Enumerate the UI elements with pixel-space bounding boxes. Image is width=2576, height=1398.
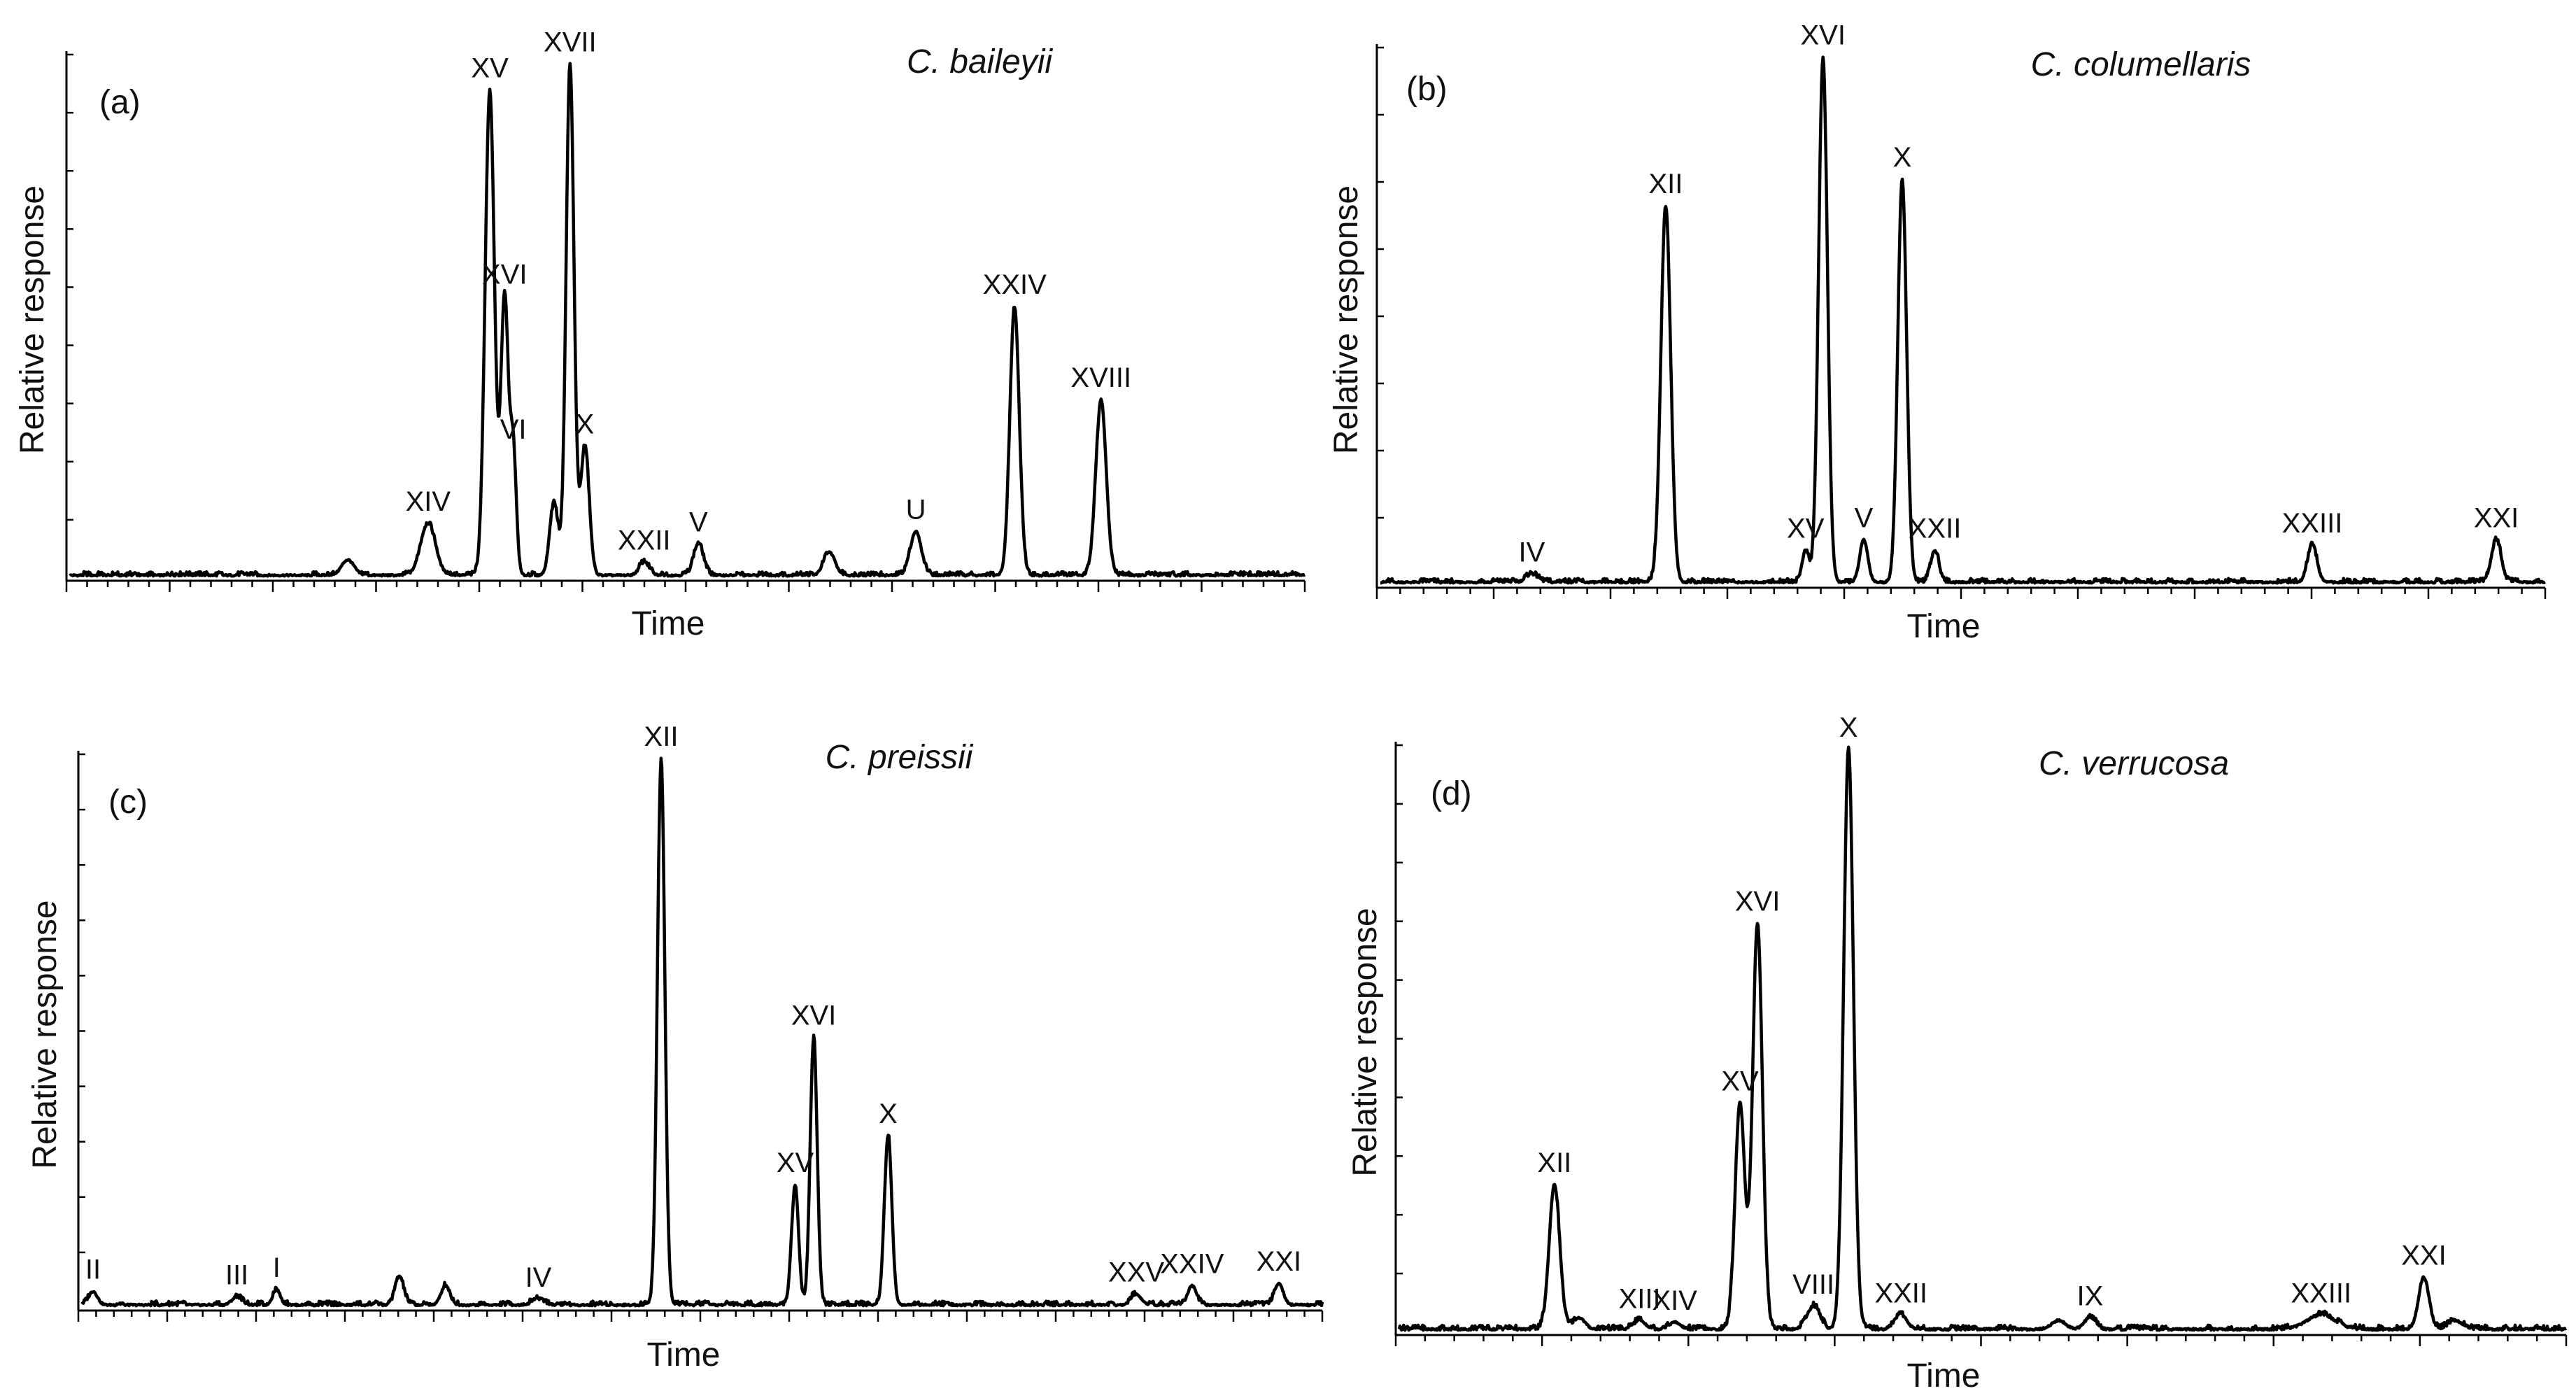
peak-label: XXII: [618, 525, 671, 556]
peak-label: XXII: [1909, 514, 1962, 544]
chromatogram-trace: [1379, 55, 2547, 585]
species-title: C. verrucosa: [2039, 745, 2229, 782]
peak-label: XIII: [1619, 1284, 1661, 1315]
peak-label: IX: [2077, 1280, 2104, 1311]
peak-label: XVIII: [1070, 362, 1131, 393]
peak-label: XVI: [791, 1000, 836, 1031]
x-axis-title: Time: [647, 1336, 721, 1374]
peak-label: XV: [777, 1148, 814, 1178]
peak-label: X: [1839, 712, 1858, 743]
peak-label: XVII: [544, 27, 597, 57]
peak-label: XXI: [1257, 1246, 1301, 1277]
peak-label: IV: [1519, 537, 1545, 568]
peak-label: II: [85, 1254, 101, 1285]
panel-letter: (c): [108, 784, 148, 821]
peak-label: XVI: [1735, 887, 1780, 917]
peak-label: XV: [1721, 1066, 1759, 1097]
peak-label: X: [1893, 142, 1912, 173]
peak-label: XXIII: [2282, 508, 2343, 539]
peak-label: XVI: [1800, 20, 1845, 51]
chromatogram-trace: [69, 62, 1306, 578]
x-axis-title: Time: [632, 605, 705, 642]
species-title: C. baileyii: [907, 43, 1053, 80]
panel-letter: (d): [1431, 775, 1472, 812]
y-axis-title: Relative response: [27, 900, 64, 1168]
peak-label: IV: [525, 1262, 552, 1293]
peak-label: V: [689, 507, 708, 538]
peak-label: XIV: [1652, 1285, 1697, 1316]
y-axis-title: Relative response: [14, 185, 51, 454]
species-title: C. preissii: [826, 739, 974, 776]
chromatogram-trace: [1397, 745, 2568, 1332]
y-axis-title: Relative response: [1347, 908, 1384, 1176]
panel-letter: (a): [99, 84, 141, 121]
peak-label: XV: [471, 52, 509, 83]
peak-label: XII: [1537, 1148, 1571, 1178]
panel-b: IV XII XV XVI V X XXII XXIII XXI (b) C. columellar…: [1328, 20, 2547, 645]
species-title: C. columellaris: [2031, 46, 2251, 83]
peak-label: X: [879, 1099, 898, 1129]
peak-label: XII: [644, 721, 679, 752]
peak-label: XXII: [1874, 1278, 1927, 1308]
peak-label: III: [225, 1259, 248, 1290]
peak-label: X: [576, 409, 595, 440]
chromatogram-trace: [80, 756, 1324, 1308]
peak-label: XV: [1787, 514, 1825, 544]
x-axis-title: Time: [1907, 1357, 1981, 1395]
peak-label: V: [1855, 502, 1874, 533]
peak-label: XXV: [1108, 1257, 1164, 1287]
peak-label: XXI: [2401, 1240, 2446, 1271]
peak-label: VI: [500, 414, 527, 445]
x-axis-title: Time: [1907, 608, 1981, 645]
peak-label: XIV: [406, 486, 451, 517]
peak-label: I: [273, 1252, 281, 1283]
peak-label: U: [906, 494, 926, 525]
peak-label: XII: [1648, 169, 1683, 199]
panel-a: XIV XV XVI VI XVII X XXII V U XXIV XVIII (a) C. bail…: [14, 27, 1306, 642]
peak-label: XXI: [2474, 502, 2519, 533]
peak-label: XXIV: [983, 269, 1047, 300]
peak-label: XXIV: [1160, 1249, 1224, 1280]
peak-label: XVI: [482, 259, 527, 290]
panel-letter: (b): [1406, 71, 1448, 108]
peak-label: VIII: [1792, 1269, 1834, 1300]
peak-label: XXIII: [2291, 1278, 2351, 1308]
y-axis-title: Relative response: [1328, 185, 1365, 454]
